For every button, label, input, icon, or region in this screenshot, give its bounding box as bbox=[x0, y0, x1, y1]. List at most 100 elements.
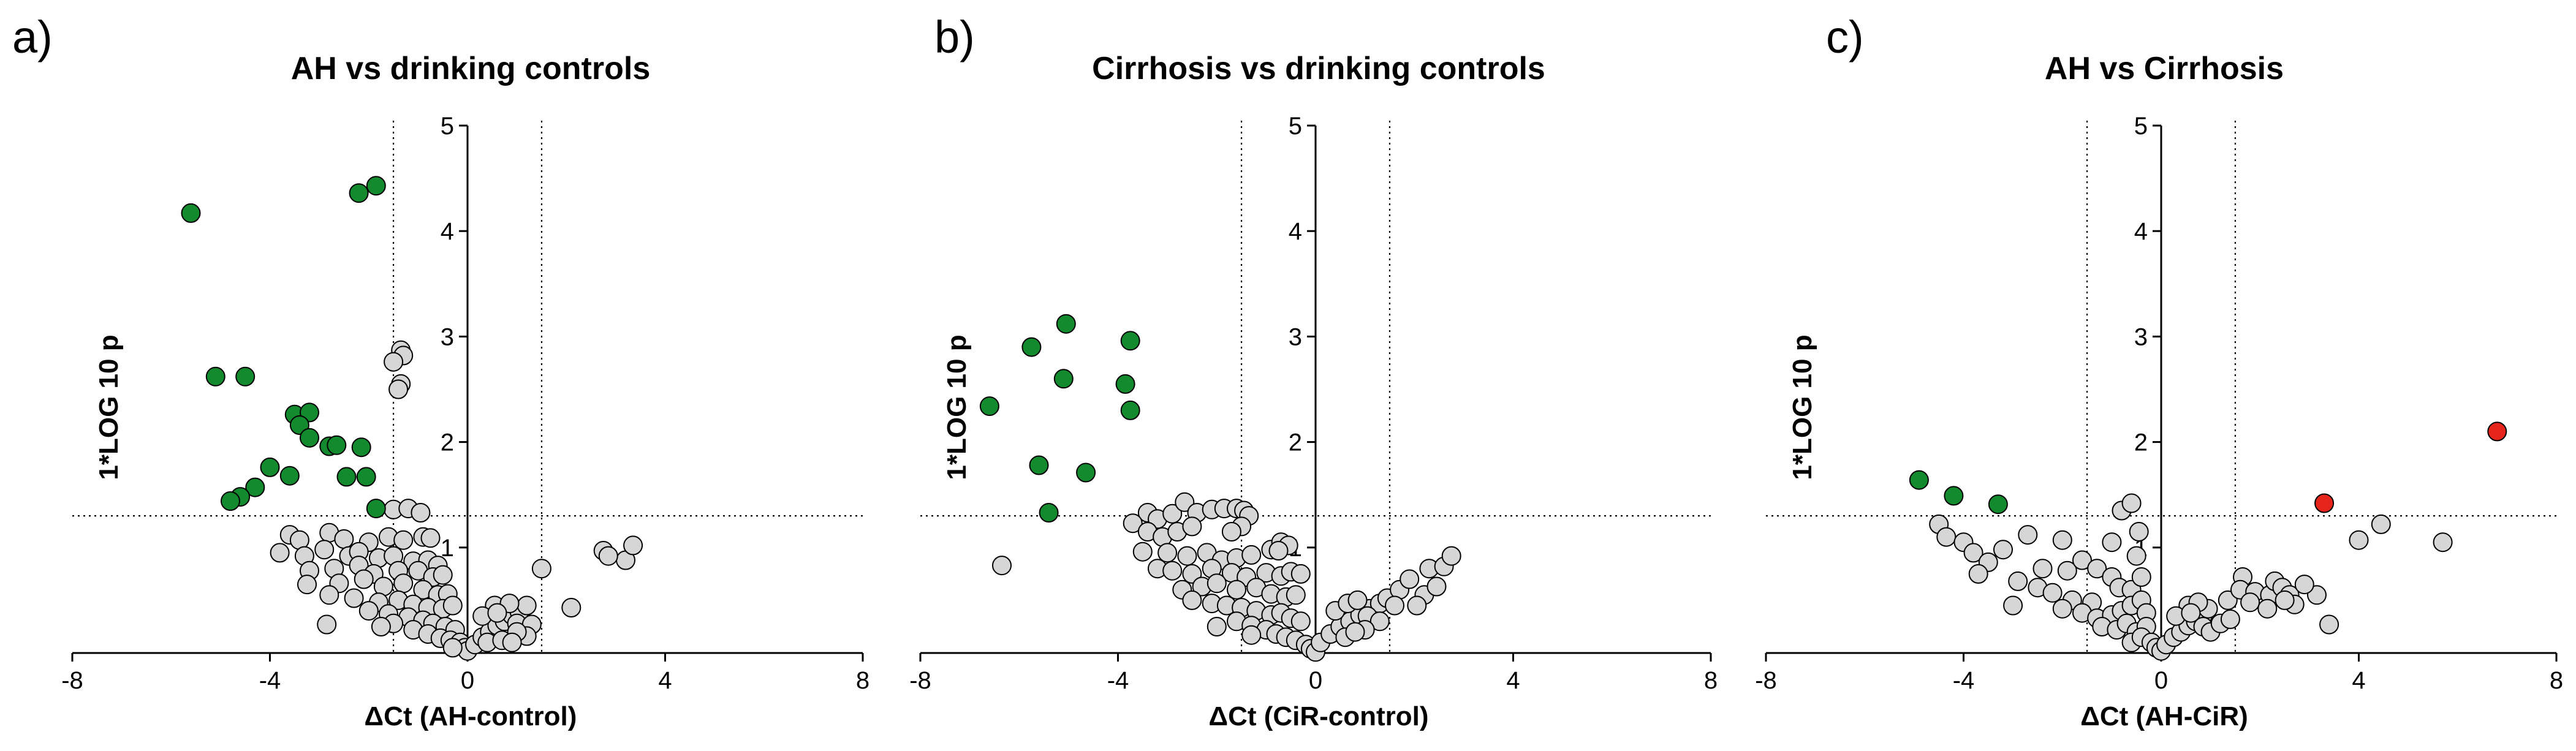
data-point-ns bbox=[1426, 576, 1447, 597]
data-point-ns bbox=[2371, 514, 2391, 534]
data-point-ns bbox=[1385, 595, 1404, 616]
data-point-ns bbox=[1407, 595, 1427, 616]
data-point-down bbox=[351, 437, 371, 458]
data-point-ns bbox=[1177, 546, 1197, 566]
data-point-ns bbox=[2126, 546, 2146, 566]
data-point-down bbox=[181, 203, 201, 223]
data-point-ns bbox=[388, 379, 409, 399]
data-point-ns bbox=[1123, 513, 1143, 534]
data-point-ns bbox=[2319, 614, 2339, 635]
data-point-down bbox=[245, 477, 265, 497]
data-point-ns bbox=[1157, 543, 1178, 563]
data-point-down bbox=[1120, 331, 1140, 351]
data-point-ns bbox=[2052, 598, 2072, 619]
data-point-ns bbox=[344, 588, 364, 608]
y-tick-label: 2 bbox=[2134, 429, 2148, 456]
data-point-ns bbox=[442, 638, 463, 658]
data-point-ns bbox=[2008, 571, 2028, 591]
data-point-down bbox=[327, 435, 347, 455]
data-point-ns bbox=[2349, 530, 2369, 550]
data-point-down bbox=[235, 366, 256, 387]
y-tick-label: 4 bbox=[1289, 218, 1302, 245]
x-tick-label: 8 bbox=[856, 667, 869, 694]
data-point-ns bbox=[1968, 564, 1988, 584]
data-point-ns bbox=[1290, 564, 1311, 584]
data-point-ns bbox=[2433, 532, 2453, 553]
data-point-ns bbox=[433, 565, 453, 585]
data-point-ns bbox=[270, 543, 290, 563]
data-point-down bbox=[1944, 486, 1964, 506]
data-point-down bbox=[205, 366, 225, 387]
data-point-ns bbox=[384, 352, 404, 372]
data-point-ns bbox=[1963, 543, 1983, 563]
data-point-up bbox=[2487, 421, 2507, 442]
data-point-ns bbox=[1207, 617, 1227, 636]
x-tick-label: -8 bbox=[1755, 667, 1777, 694]
data-point-ns bbox=[2018, 525, 2038, 545]
data-point-ns bbox=[2032, 559, 2053, 579]
data-point-ns bbox=[1207, 573, 1227, 594]
data-point-down bbox=[366, 176, 386, 196]
data-point-ns bbox=[1221, 522, 1241, 542]
data-point-down bbox=[1909, 470, 1929, 490]
panel-a-title: AH vs drinking controls bbox=[290, 51, 651, 86]
x-tick-label: 0 bbox=[1309, 667, 1322, 694]
y-tick-label: 2 bbox=[1289, 429, 1302, 456]
data-point-ns bbox=[598, 546, 618, 566]
data-point-down bbox=[1076, 462, 1096, 483]
data-point-down bbox=[979, 396, 999, 417]
data-point-ns bbox=[1162, 504, 1183, 524]
panel-b-xlabel: ΔCt (CiR-control) bbox=[1208, 701, 1429, 731]
y-tick-label: 1 bbox=[441, 535, 454, 562]
data-point-ns bbox=[319, 585, 339, 605]
panel-c-xlabel: ΔCt (AH-CiR) bbox=[2080, 701, 2248, 731]
data-point-ns bbox=[1936, 527, 1957, 547]
data-point-ns bbox=[2181, 603, 2201, 623]
data-point-ns bbox=[992, 556, 1012, 576]
data-point-down bbox=[1053, 369, 1074, 389]
data-point-down bbox=[279, 466, 300, 486]
panel-a-xlabel: ΔCt (AH-control) bbox=[364, 701, 577, 731]
data-point-ns bbox=[502, 632, 522, 652]
x-tick-label: 8 bbox=[1704, 667, 1718, 694]
panel-b-title: Cirrhosis vs drinking controls bbox=[1092, 51, 1545, 86]
data-point-down bbox=[1021, 337, 1042, 357]
data-point-ns bbox=[531, 559, 551, 579]
data-point-ns bbox=[1182, 516, 1202, 537]
data-point-ns bbox=[2052, 530, 2072, 550]
data-point-ns bbox=[317, 614, 337, 635]
data-point-ns bbox=[393, 530, 414, 550]
data-point-ns bbox=[1132, 542, 1153, 562]
data-point-ns bbox=[2003, 595, 2023, 616]
data-point-up bbox=[2314, 493, 2335, 513]
data-point-down bbox=[1120, 400, 1140, 420]
panel-c-letter: c) bbox=[1826, 12, 1864, 62]
panel-b-letter: b) bbox=[934, 12, 975, 62]
y-tick-label: 5 bbox=[441, 113, 454, 140]
data-point-down bbox=[1039, 503, 1059, 523]
data-point-ns bbox=[2121, 493, 2142, 513]
x-tick-label: -8 bbox=[61, 667, 83, 694]
data-point-ns bbox=[1347, 590, 1368, 610]
data-point-ns bbox=[1241, 625, 1262, 645]
panel-a-letter: a) bbox=[12, 12, 53, 62]
data-point-down bbox=[366, 499, 386, 519]
data-point-down bbox=[221, 491, 240, 511]
y-tick-label: 3 bbox=[441, 323, 454, 350]
data-point-down bbox=[349, 183, 369, 203]
x-tick-label: 4 bbox=[1506, 667, 1520, 694]
data-point-ns bbox=[297, 575, 317, 595]
y-tick-label: 5 bbox=[2134, 113, 2148, 140]
data-point-ns bbox=[2129, 522, 2149, 542]
y-tick-label: 4 bbox=[2134, 218, 2148, 245]
data-point-down bbox=[1115, 374, 1135, 394]
data-point-ns bbox=[358, 601, 379, 621]
data-point-ns bbox=[420, 528, 441, 548]
x-tick-label: -4 bbox=[1953, 667, 1975, 694]
x-tick-label: -4 bbox=[259, 667, 281, 694]
data-point-ns bbox=[2087, 559, 2107, 579]
data-point-down bbox=[1988, 494, 2008, 515]
